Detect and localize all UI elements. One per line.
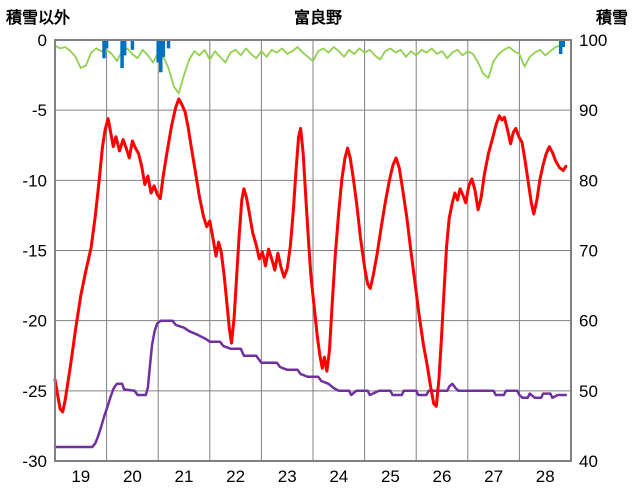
left-axis-tick: -10	[22, 171, 47, 190]
left-axis-title: 積雪以外	[6, 10, 71, 27]
series-purple-line	[53, 319, 568, 449]
x-axis-tick: 23	[278, 467, 297, 486]
right-axis-tick: 80	[579, 171, 598, 190]
series-green-line	[54, 44, 562, 95]
left-axis-tick: -5	[32, 101, 47, 120]
chart-series	[53, 40, 568, 449]
x-axis-tick: 26	[433, 467, 452, 486]
series-blue-bars	[102, 40, 566, 73]
right-axis-tick: 100	[579, 31, 607, 50]
left-axis-tick: 0	[38, 31, 47, 50]
chart-plot-border	[54, 39, 572, 462]
x-axis-tick: 24	[329, 467, 348, 486]
x-axis-tick: 28	[536, 467, 555, 486]
x-axis-tick: 19	[71, 467, 90, 486]
x-axis-tick: 21	[175, 467, 194, 486]
green-line	[54, 44, 562, 95]
right-axis-tick: 50	[579, 382, 598, 401]
right-axis-title: 積雪	[595, 10, 628, 27]
x-axis-tick: 27	[484, 467, 503, 486]
x-axis-tick: 25	[381, 467, 400, 486]
x-axis-tick: 22	[226, 467, 245, 486]
chart-title-station: 富良野	[293, 10, 343, 27]
right-axis-tick: 70	[579, 242, 598, 261]
right-axis-tick: 90	[579, 101, 598, 120]
left-axis-tick: -15	[22, 242, 47, 261]
left-axis-tick: -30	[22, 452, 47, 471]
right-axis-tick: 40	[579, 452, 598, 471]
chart-grid	[54, 39, 572, 462]
plot-border	[54, 39, 572, 462]
left-axis-tick: -20	[22, 312, 47, 331]
purple-line	[53, 319, 568, 449]
left-axis-tick: -25	[22, 382, 47, 401]
x-axis-tick: 20	[123, 467, 142, 486]
series-red-line	[53, 97, 568, 414]
right-axis-tick: 60	[579, 312, 598, 331]
axis-tick-labels: 0 -5 -10 -15 -20 -25 -30 100 90 80 70 60 50 40 19 20 21 2…	[22, 31, 607, 486]
red-line	[53, 97, 568, 414]
